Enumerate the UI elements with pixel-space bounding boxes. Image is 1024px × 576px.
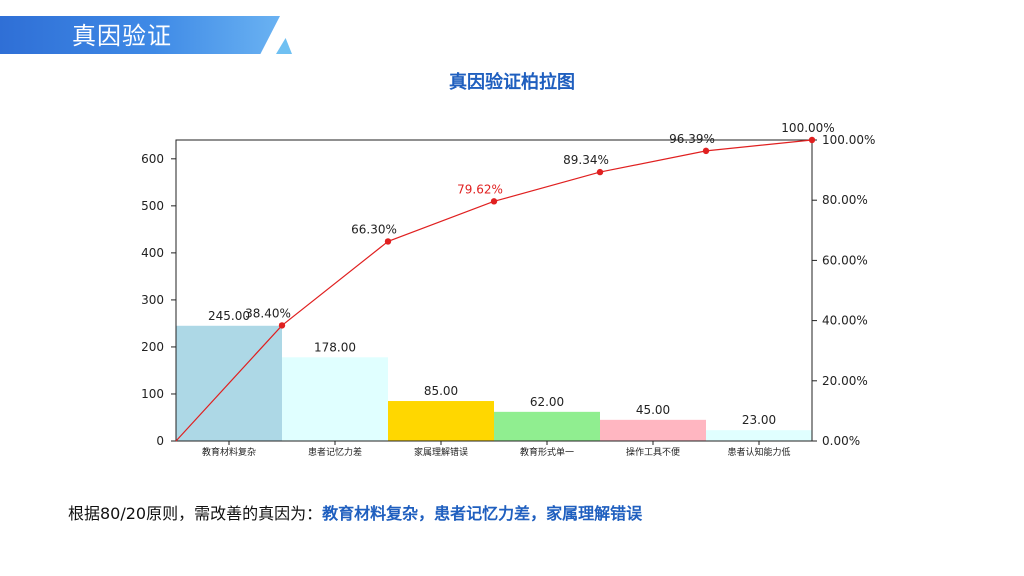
cumulative-point-5 xyxy=(808,136,816,144)
y-tick-label-2: 200 xyxy=(141,340,164,354)
y-tick-label-4: 400 xyxy=(141,246,164,260)
y2-tick-label-0: 0.00% xyxy=(822,434,860,448)
conclusion-highlight: 教育材料复杂，患者记忆力差，家属理解错误 xyxy=(322,504,643,523)
cumulative-label-4: 96.39% xyxy=(669,132,715,146)
cumulative-point-4 xyxy=(702,147,710,155)
bar-value-label-4: 45.00 xyxy=(636,403,670,417)
chart-title: 真因验证柏拉图 xyxy=(449,72,575,93)
cumulative-label-3: 89.34% xyxy=(563,153,609,167)
bar-value-label-3: 62.00 xyxy=(530,395,564,409)
cumulative-label-0: 38.40% xyxy=(245,306,291,320)
bar-value-label-1: 178.00 xyxy=(314,340,356,354)
x-tick-label-3: 教育形式单一 xyxy=(520,446,574,458)
y-tick-label-3: 300 xyxy=(141,293,164,307)
cumulative-point-3 xyxy=(596,168,604,176)
conclusion-prefix: 根据80/20原则，需改善的真因为： xyxy=(68,504,323,523)
y-tick-label-5: 500 xyxy=(141,199,164,213)
cumulative-point-1 xyxy=(384,238,392,245)
y2-tick-label-5: 100.00% xyxy=(822,133,875,147)
bar-3 xyxy=(494,411,600,441)
y-tick-label-6: 600 xyxy=(141,152,164,166)
cumulative-label-5: 100.00% xyxy=(781,121,834,135)
y-tick-label-1: 100 xyxy=(141,387,164,401)
y-tick-label-0: 0 xyxy=(156,434,164,448)
cumulative-point-0 xyxy=(278,322,286,329)
y2-tick-label-2: 40.00% xyxy=(822,314,868,328)
cumulative-label-2: 79.62% xyxy=(457,182,503,196)
y2-tick-label-4: 80.00% xyxy=(822,193,868,207)
bar-value-label-5: 23.00 xyxy=(742,413,776,427)
bar-2 xyxy=(388,401,494,441)
cumulative-label-1: 66.30% xyxy=(351,222,397,236)
page-title: 真因验证 xyxy=(72,22,172,50)
x-tick-label-1: 患者记忆力差 xyxy=(308,446,362,458)
x-tick-label-5: 患者认知能力低 xyxy=(727,446,790,458)
x-tick-label-0: 教育材料复杂 xyxy=(202,446,256,458)
bar-4 xyxy=(600,419,706,441)
plot-frame xyxy=(175,139,813,442)
y2-tick-label-3: 60.00% xyxy=(822,253,868,267)
x-tick-label-2: 家属理解错误 xyxy=(414,446,468,458)
conclusion-text: 根据80/20原则，需改善的真因为：教育材料复杂，患者记忆力差，家属理解错误 xyxy=(68,500,642,524)
y2-tick-label-1: 20.00% xyxy=(822,374,868,388)
bar-value-label-2: 85.00 xyxy=(424,384,458,398)
x-tick-label-4: 操作工具不便 xyxy=(626,446,680,458)
header-band xyxy=(0,16,280,54)
bar-1 xyxy=(282,357,388,441)
cumulative-point-2 xyxy=(490,198,498,205)
bar-value-label-0: 245.00 xyxy=(208,309,250,323)
bar-5 xyxy=(706,430,812,441)
